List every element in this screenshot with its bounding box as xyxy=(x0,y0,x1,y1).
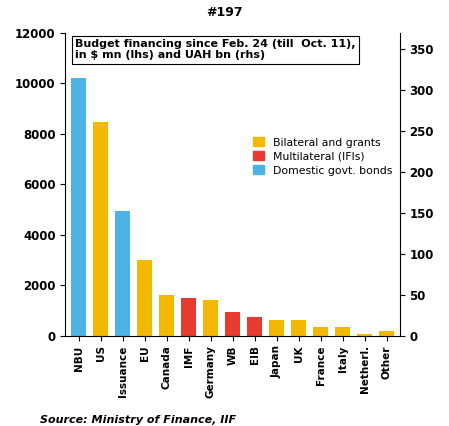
Bar xyxy=(335,327,350,336)
Bar xyxy=(225,312,240,336)
Bar xyxy=(379,331,394,336)
Bar xyxy=(357,334,372,336)
Bar xyxy=(313,327,328,336)
Bar xyxy=(71,78,86,336)
Bar xyxy=(181,298,196,336)
Bar xyxy=(115,211,130,336)
Bar xyxy=(269,320,284,336)
Bar xyxy=(159,295,174,336)
Text: Source: Ministry of Finance, IIF: Source: Ministry of Finance, IIF xyxy=(40,415,237,425)
Bar xyxy=(291,320,306,336)
Bar xyxy=(93,122,108,336)
Text: Budget financing since Feb. 24 (till  Oct. 11),
in $ mn (lhs) and UAH bn (rhs): Budget financing since Feb. 24 (till Oct… xyxy=(75,39,356,60)
Bar xyxy=(203,300,218,336)
Bar xyxy=(247,317,262,336)
Bar xyxy=(137,260,152,336)
Text: #197: #197 xyxy=(206,6,243,20)
Legend: Bilateral and grants, Multilateral (IFIs), Domestic govt. bonds: Bilateral and grants, Multilateral (IFIs… xyxy=(251,135,394,178)
